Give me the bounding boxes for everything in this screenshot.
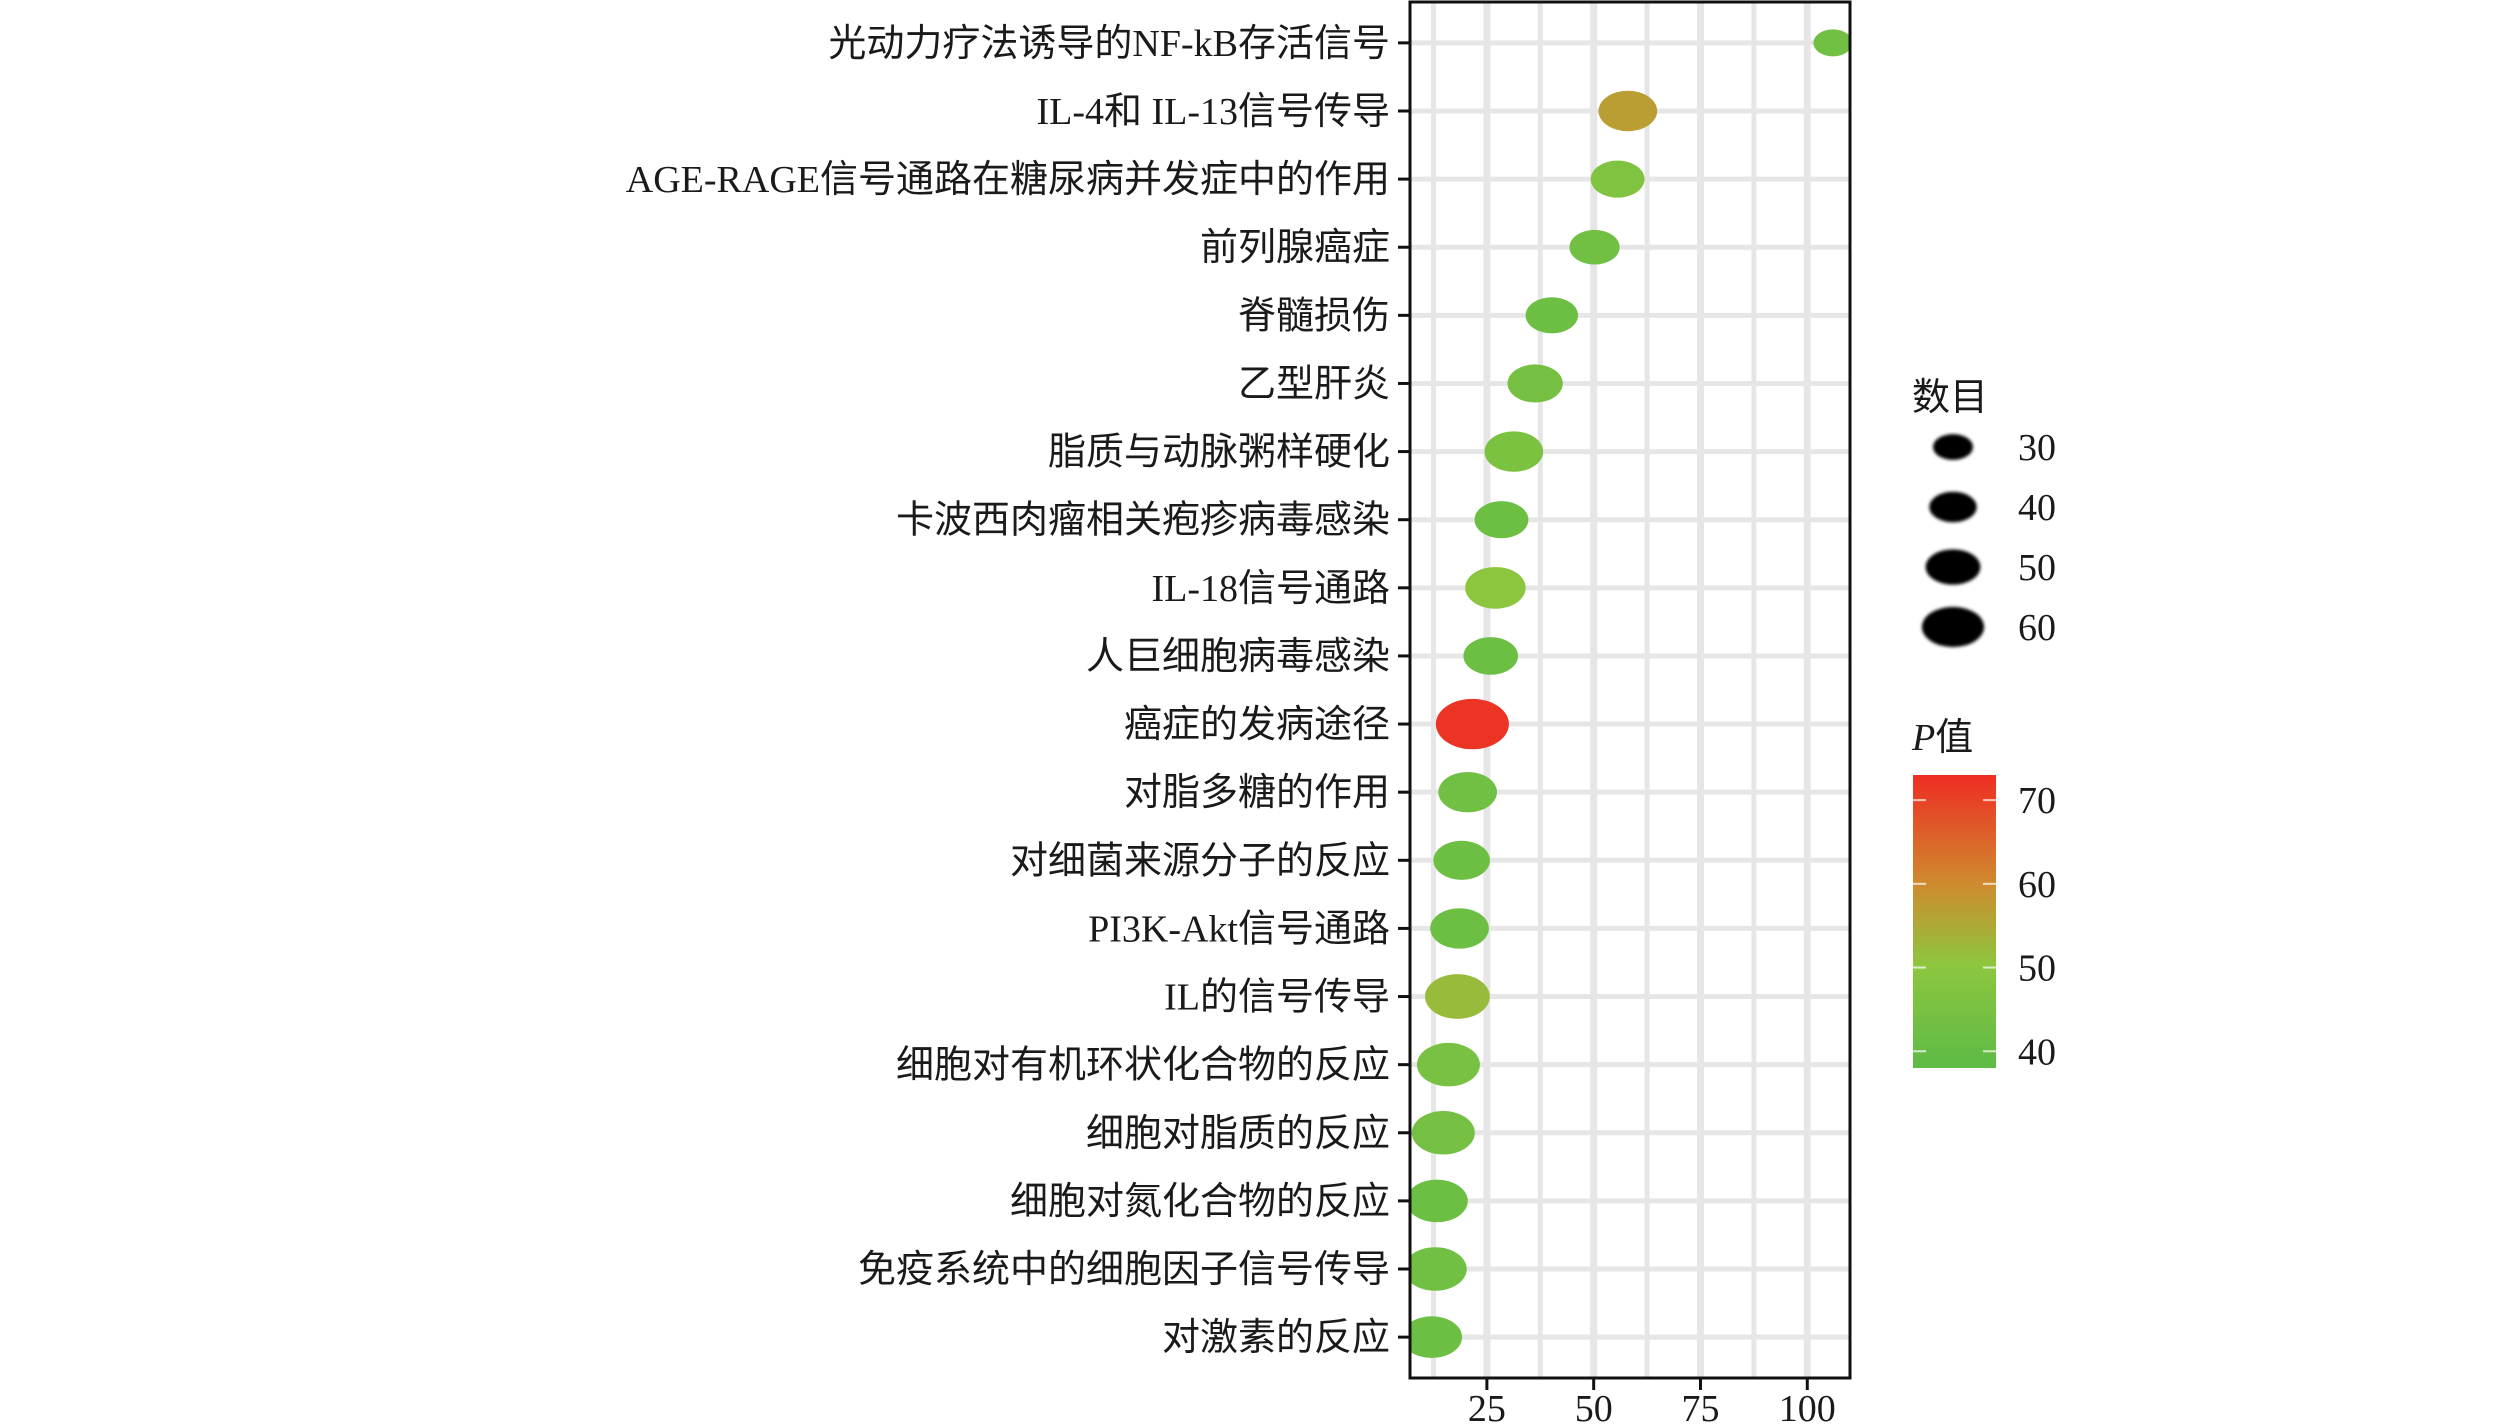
y-tick-label: 免疫系统中的细胞因子信号传导: [858, 1249, 1390, 1291]
y-tick-label: 脂质与动脉粥样硬化: [1048, 432, 1390, 474]
color-legend-title-p: P: [1911, 717, 1935, 759]
y-tick-label: IL-18信号通路: [1151, 568, 1390, 610]
data-point: [1598, 90, 1658, 132]
color-legend-label: 60: [2018, 864, 2056, 906]
color-legend-label: 70: [2018, 780, 2056, 822]
color-bar: [1913, 775, 1996, 1068]
data-point: [1411, 1111, 1475, 1155]
y-tick-label: IL的信号传导: [1164, 977, 1390, 1019]
size-legend-label: 30: [2018, 427, 2056, 469]
color-legend-label: 40: [2018, 1031, 2056, 1073]
legend: 数目 30 40 50 60 P值 70 60 50 40: [1911, 377, 2056, 1073]
data-point: [1484, 431, 1544, 472]
y-tick-label: 对脂多糖的作用: [1124, 772, 1390, 814]
y-tick-label: AGE-RAGE信号通路在糖尿病并发症中的作用: [626, 159, 1390, 201]
data-point: [1507, 364, 1563, 403]
data-point: [1430, 908, 1489, 949]
data-point: [1590, 160, 1645, 198]
data-point: [1416, 1042, 1480, 1087]
y-tick-label: 细胞对有机环状化合物的反应: [896, 1045, 1390, 1087]
y-axis: 光动力疗法诱导的NF-kB存活信号 IL-4和 IL-13信号传导 AGE-RAGE…: [626, 23, 1410, 1359]
data-point: [1425, 974, 1490, 1019]
y-tick-label: PI3K-Akt信号通路: [1088, 908, 1390, 950]
x-tick-label: 25: [1468, 1388, 1506, 1425]
y-tick-label: 脊髓损伤: [1238, 295, 1390, 337]
size-legend-dot: [1925, 549, 1981, 585]
data-point: [1474, 501, 1529, 539]
y-tick-label: 人巨细胞病毒感染: [1086, 636, 1390, 678]
color-legend-title: P值: [1911, 717, 1973, 759]
x-axis: 25 50 75 100: [1468, 1378, 1836, 1425]
size-legend-dot: [1933, 434, 1973, 460]
data-points: [1410, 29, 1850, 1359]
size-legend-label: 40: [2018, 487, 2056, 529]
color-legend-title-suffix: 值: [1935, 717, 1973, 759]
size-legend: 30 40 50 60: [1921, 427, 2056, 649]
data-point: [1463, 637, 1519, 675]
data-point: [1813, 29, 1850, 57]
x-tick-label: 100: [1779, 1388, 1836, 1425]
y-tick-label: 前列腺癌症: [1200, 227, 1390, 269]
size-legend-dot: [1929, 491, 1977, 523]
y-tick-label: 对激素的反应: [1162, 1317, 1390, 1359]
grid-lines: [1410, 2, 1850, 1378]
data-point: [1433, 840, 1491, 880]
size-legend-dot: [1921, 606, 1985, 648]
data-point: [1410, 1247, 1467, 1291]
data-point: [1410, 1316, 1463, 1359]
plot-frame: [1408, 0, 1852, 1380]
y-tick-label: 乙型肝炎: [1238, 363, 1390, 405]
data-point: [1525, 297, 1579, 334]
y-tick-label: 癌症的发病途径: [1124, 704, 1390, 746]
color-legend-ticks: 70 60 50 40: [1913, 780, 2056, 1073]
data-point: [1435, 698, 1509, 750]
y-tick-label: 细胞对脂质的反应: [1086, 1113, 1390, 1155]
data-point: [1438, 771, 1497, 813]
data-point: [1410, 1179, 1468, 1223]
size-legend-label: 60: [2018, 607, 2056, 649]
y-tick-label: 对细菌来源分子的反应: [1010, 840, 1390, 882]
plot-background: [1410, 2, 1850, 1378]
x-tick-label: 50: [1575, 1388, 1613, 1425]
data-point: [1569, 229, 1620, 265]
color-legend-label: 50: [2018, 948, 2056, 990]
size-legend-label: 50: [2018, 547, 2056, 589]
data-point: [1465, 566, 1526, 609]
y-tick-label: IL-4和 IL-13信号传导: [1036, 91, 1390, 133]
x-tick-label: 75: [1681, 1388, 1719, 1425]
size-legend-title: 数目: [1912, 377, 1988, 419]
y-tick-label: 卡波西肉瘤相关疱疹病毒感染: [896, 500, 1390, 542]
y-tick-label: 细胞对氮化合物的反应: [1010, 1181, 1390, 1223]
y-tick-label: 光动力疗法诱导的NF-kB存活信号: [828, 23, 1390, 65]
